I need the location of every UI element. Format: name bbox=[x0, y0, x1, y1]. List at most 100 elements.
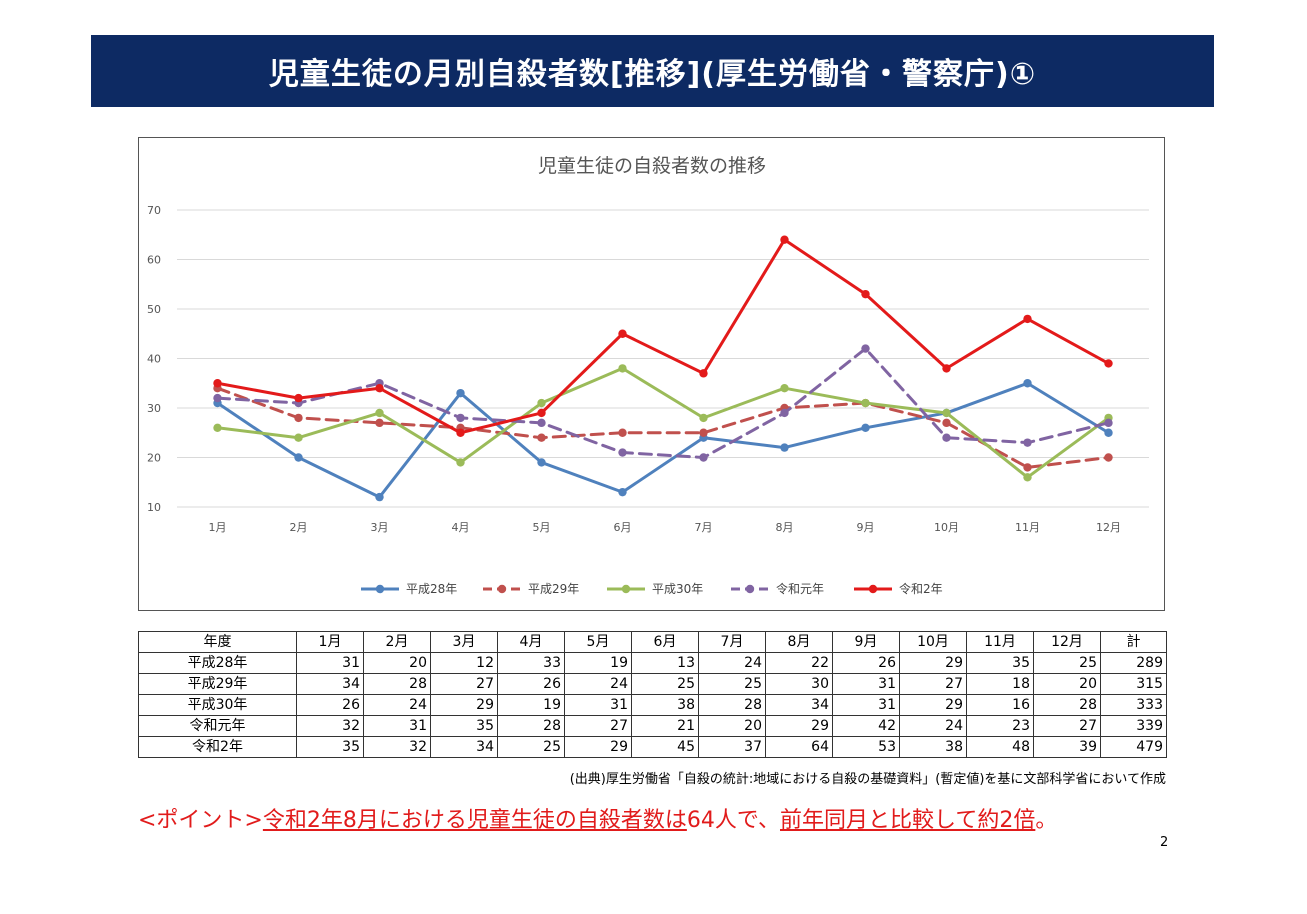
point-statement: <ポイント>令和2年8月における児童生徒の自殺者数は64人で、前年同月と比較して… bbox=[138, 802, 1057, 834]
table-cell: 315 bbox=[1100, 673, 1167, 695]
data-point bbox=[1104, 428, 1113, 437]
table-cell: 34 bbox=[296, 673, 364, 695]
table-header-cell: 8月 bbox=[765, 631, 833, 653]
data-point bbox=[942, 408, 951, 418]
table-cell: 31 bbox=[363, 715, 431, 737]
data-point bbox=[618, 329, 627, 338]
table-cell: 22 bbox=[765, 652, 833, 674]
table-cell: 18 bbox=[966, 673, 1034, 695]
y-tick-label: 70 bbox=[147, 204, 161, 217]
data-point bbox=[456, 428, 465, 437]
data-point bbox=[699, 453, 708, 462]
table-cell: 28 bbox=[497, 715, 565, 737]
legend-swatch-marker bbox=[621, 584, 631, 594]
y-tick-label: 10 bbox=[147, 501, 161, 514]
data-point bbox=[618, 364, 627, 373]
table-cell: 34 bbox=[765, 694, 833, 716]
point-part1: 令和2年8月における児童生徒の自殺者数は bbox=[262, 808, 687, 833]
data-point bbox=[537, 418, 546, 428]
table-cell: 35 bbox=[430, 715, 498, 737]
table-header-cell: 1月 bbox=[296, 631, 364, 653]
page-number: 2 bbox=[1160, 835, 1169, 850]
table-row-label: 平成29年 bbox=[138, 673, 297, 695]
table-row: 令和元年 32 31 35 28 27 21 20 29 42 24 23 27 339 bbox=[138, 715, 1167, 737]
data-point bbox=[942, 418, 951, 428]
table-cell: 34 bbox=[430, 736, 498, 758]
y-tick-label: 30 bbox=[147, 402, 161, 415]
data-point bbox=[456, 458, 465, 467]
x-tick-label: 7月 bbox=[695, 521, 713, 534]
table-cell: 23 bbox=[966, 715, 1034, 737]
table-row-label: 平成30年 bbox=[138, 694, 297, 716]
x-tick-label: 11月 bbox=[1015, 521, 1040, 534]
data-point bbox=[213, 379, 222, 388]
table-cell: 64 bbox=[765, 736, 833, 758]
point-suffix: 。 bbox=[1035, 808, 1058, 833]
data-point bbox=[780, 384, 789, 393]
data-point bbox=[375, 418, 384, 428]
table-cell: 20 bbox=[698, 715, 766, 737]
data-point bbox=[699, 413, 708, 423]
data-point bbox=[537, 398, 546, 408]
chart-svg: 児童生徒の自殺者数の推移 10 20 30 40 50 60 70 1月 2月 3月 4月 5月 6月 7月… bbox=[147, 155, 1149, 596]
table-cell: 33 bbox=[497, 652, 565, 674]
series-line bbox=[216, 386, 1110, 469]
data-point bbox=[375, 408, 384, 418]
table-cell: 16 bbox=[966, 694, 1034, 716]
data-point bbox=[1104, 359, 1113, 368]
legend-label: 平成30年 bbox=[652, 582, 703, 596]
table-header-cell: 9月 bbox=[832, 631, 900, 653]
table-cell: 35 bbox=[296, 736, 364, 758]
data-point bbox=[294, 413, 303, 423]
table-cell: 28 bbox=[1033, 694, 1101, 716]
y-tick-label: 20 bbox=[147, 452, 161, 465]
x-tick-label: 5月 bbox=[533, 521, 551, 534]
table-header-cell: 11月 bbox=[966, 631, 1034, 653]
data-point bbox=[861, 344, 870, 353]
data-point bbox=[1104, 418, 1113, 428]
table-cell: 25 bbox=[497, 736, 565, 758]
table-cell: 31 bbox=[564, 694, 632, 716]
legend-label: 平成28年 bbox=[406, 582, 457, 596]
table-cell: 25 bbox=[1033, 652, 1101, 674]
table-header-cell: 2月 bbox=[363, 631, 431, 653]
table-header-cell: 計 bbox=[1100, 631, 1167, 653]
legend-label: 令和2年 bbox=[899, 581, 943, 596]
table-cell: 48 bbox=[966, 736, 1034, 758]
table-cell: 28 bbox=[363, 673, 431, 695]
table-header-cell: 12月 bbox=[1033, 631, 1101, 653]
data-point bbox=[618, 448, 627, 457]
data-point bbox=[699, 428, 708, 437]
table-cell: 333 bbox=[1100, 694, 1167, 716]
data-point bbox=[861, 289, 870, 299]
table-cell: 25 bbox=[698, 673, 766, 695]
table-cell: 31 bbox=[296, 652, 364, 674]
table-cell: 26 bbox=[832, 652, 900, 674]
legend-swatch-marker bbox=[375, 584, 385, 594]
table-cell: 27 bbox=[430, 673, 498, 695]
table-row: 令和2年 35 32 34 25 29 45 37 64 53 38 48 39 479 bbox=[138, 736, 1167, 758]
x-tick-label: 2月 bbox=[290, 521, 308, 534]
table-cell: 45 bbox=[631, 736, 699, 758]
table-cell: 19 bbox=[564, 652, 632, 674]
data-point bbox=[456, 413, 465, 423]
data-table: 年度 1月 2月 3月 4月 5月 6月 7月 8月 9月 10月 11月 12月計 平成28年 31 20… bbox=[138, 631, 1167, 758]
legend-label: 令和元年 bbox=[776, 581, 824, 596]
data-point bbox=[375, 492, 384, 502]
table-cell: 24 bbox=[698, 652, 766, 674]
legend-swatch-marker bbox=[497, 584, 507, 594]
table-header-cell: 3月 bbox=[430, 631, 498, 653]
table-row: 平成28年 31 20 12 33 19 13 24 22 26 29 35 25 289 bbox=[138, 652, 1167, 674]
slide-title: 児童生徒の月別自殺者数[推移](厚生労働省・警察庁)① bbox=[91, 35, 1214, 107]
table-cell: 27 bbox=[899, 673, 967, 695]
series-line bbox=[216, 381, 1110, 499]
x-tick-label: 10月 bbox=[934, 521, 959, 534]
x-tick-label: 8月 bbox=[776, 521, 794, 534]
x-tick-label: 1月 bbox=[209, 521, 227, 534]
data-point bbox=[213, 393, 222, 403]
table-cell: 27 bbox=[564, 715, 632, 737]
table-cell: 31 bbox=[832, 694, 900, 716]
point-part3: 前年同月と比較して約2倍 bbox=[780, 808, 1036, 833]
table-cell: 42 bbox=[832, 715, 900, 737]
series-line bbox=[216, 238, 1110, 435]
